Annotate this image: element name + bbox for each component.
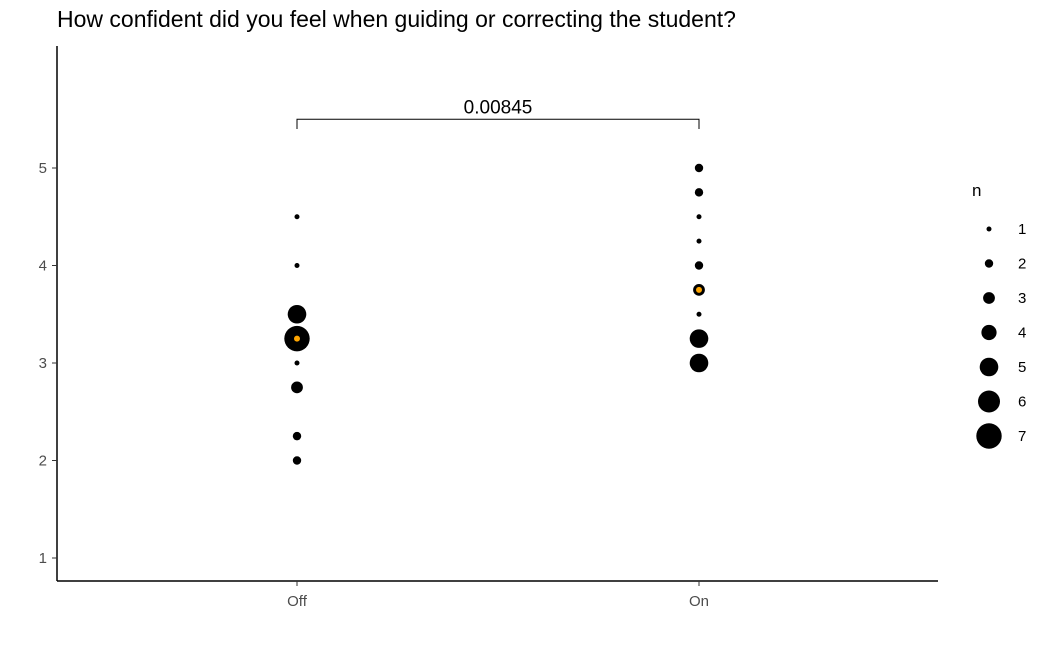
mean-marker — [294, 335, 300, 342]
legend-key — [981, 324, 997, 341]
data-point — [696, 238, 702, 244]
p-value-label: 0.00845 — [464, 97, 533, 118]
data-point — [294, 263, 300, 268]
legend-label: 6 — [1018, 394, 1026, 411]
y-tick-label: 1 — [39, 550, 47, 567]
y-tick-label: 3 — [39, 355, 47, 372]
data-points — [284, 163, 709, 465]
data-point — [694, 188, 704, 197]
y-tick-label: 2 — [39, 453, 47, 470]
data-point — [291, 381, 303, 394]
x-tick-label: On — [689, 593, 709, 610]
axes: 1 2 3 4 5 Off On — [39, 46, 938, 610]
data-point — [294, 360, 300, 366]
data-point — [292, 456, 302, 465]
data-point — [696, 311, 702, 317]
legend-label: 7 — [1018, 428, 1026, 445]
chart-title: How confident did you feel when guiding … — [57, 6, 736, 32]
significance-bracket: 0.00845 — [296, 97, 700, 129]
legend-label: 5 — [1018, 359, 1026, 376]
y-tick-label: 4 — [39, 258, 47, 275]
data-point — [696, 214, 702, 220]
size-legend: n 1 2 3 4 5 6 7 — [972, 181, 1026, 449]
legend-key — [983, 292, 995, 304]
y-tick-label: 5 — [39, 160, 47, 177]
legend-label: 2 — [1018, 256, 1026, 273]
data-point — [292, 431, 302, 441]
data-point — [689, 353, 709, 373]
legend-key — [984, 259, 994, 268]
legend-label: 1 — [1018, 221, 1026, 238]
legend-key — [986, 226, 992, 232]
data-point — [694, 163, 704, 173]
data-point — [689, 329, 709, 348]
legend-key — [979, 357, 999, 377]
legend-title: n — [972, 181, 981, 200]
mean-marker — [696, 286, 702, 293]
data-point — [287, 304, 307, 324]
bracket-line — [296, 118, 700, 129]
x-tick-label: Off — [287, 593, 308, 610]
data-point — [294, 214, 300, 220]
legend-key — [976, 423, 1002, 449]
legend-key — [978, 390, 1000, 413]
data-point — [694, 261, 704, 270]
legend-label: 4 — [1018, 325, 1026, 342]
legend-label: 3 — [1018, 290, 1026, 307]
